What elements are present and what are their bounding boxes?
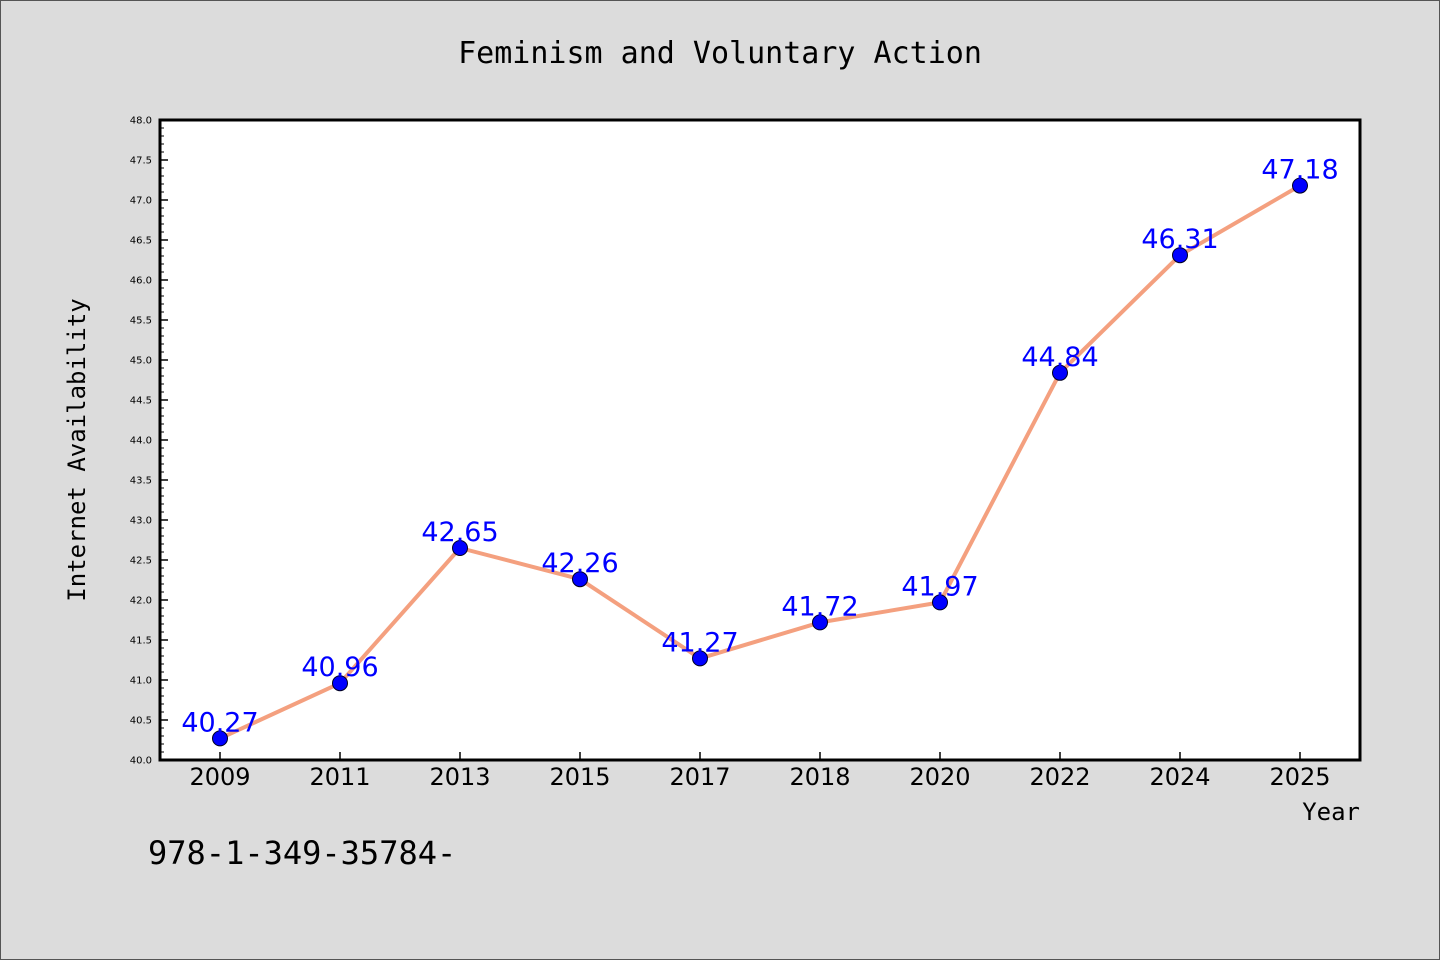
y-tick-label: 43.5 [130,476,152,487]
x-tick-label: 2024 [1149,763,1210,791]
y-tick-label: 40.5 [130,716,152,727]
data-label: 41.97 [901,571,978,602]
data-label: 41.27 [661,627,738,658]
data-labels: 40.27 40.96 42.65 42.26 41.27 41.72 41.97 44.84… [181,155,1338,739]
y-tick-label: 43.0 [130,516,152,527]
y-tick-label: 46.5 [130,236,152,247]
data-point [1172,247,1188,264]
y-tick-label: 45.5 [130,316,152,327]
data-point [1292,177,1308,194]
x-axis-label: Year [1302,798,1360,826]
x-tick-label: 2022 [1029,763,1090,791]
y-axis: 40.0 40.5 41.0 41.5 42.0 42.5 43.0 43.5 44.0 44.5… [130,116,168,767]
data-point [452,540,468,556]
x-tick-label: 2018 [789,763,850,791]
y-tick-label: 47.0 [130,196,152,207]
data-label: 42.65 [421,517,498,548]
data-point [932,594,948,611]
y-tick-label: 41.5 [130,636,152,647]
y-tick-label: 41.0 [130,676,152,687]
data-label: 41.72 [781,591,858,622]
data-point [332,675,348,692]
y-tick-label: 44.5 [130,396,152,407]
y-tick-label: 42.0 [130,596,152,607]
y-tick-label: 44.0 [130,436,152,447]
data-label: 44.84 [1021,342,1098,373]
y-tick-label: 42.5 [130,556,152,567]
data-point [812,614,828,631]
data-label: 47.18 [1261,155,1338,186]
x-tick-label: 2017 [669,763,730,791]
x-axis: 2009 2011 2013 2015 2017 2018 2020 2022 2024 2025 [189,752,1331,791]
y-tick-label: 46.0 [130,276,152,287]
y-tick-label: 47.5 [130,156,152,167]
data-label: 46.31 [1141,224,1218,255]
y-tick-label: 48.0 [130,116,152,127]
x-tick-label: 2011 [309,763,370,791]
x-tick-label: 2013 [429,763,490,791]
data-point [212,730,228,747]
data-label: 40.96 [301,652,378,683]
series-line [219,183,1302,741]
data-point [1052,364,1068,381]
y-tick-label: 45.0 [130,356,152,367]
x-tick-label: 2020 [909,763,970,791]
x-tick-label: 2025 [1269,763,1330,791]
x-tick-label: 2015 [549,763,610,791]
data-label: 40.27 [181,707,258,738]
series-group [212,177,1308,747]
y-axis-label: Internet Availability [63,298,91,601]
data-point [572,571,588,588]
plot-area [158,118,1362,762]
footer-text: 978-1-349-35784- [148,834,456,872]
x-tick-label: 2009 [189,763,250,791]
data-point [692,650,708,667]
y-tick-label: 40.0 [130,756,152,767]
chart-title: Feminism and Voluntary Action [458,36,982,71]
data-label: 42.26 [541,548,618,579]
